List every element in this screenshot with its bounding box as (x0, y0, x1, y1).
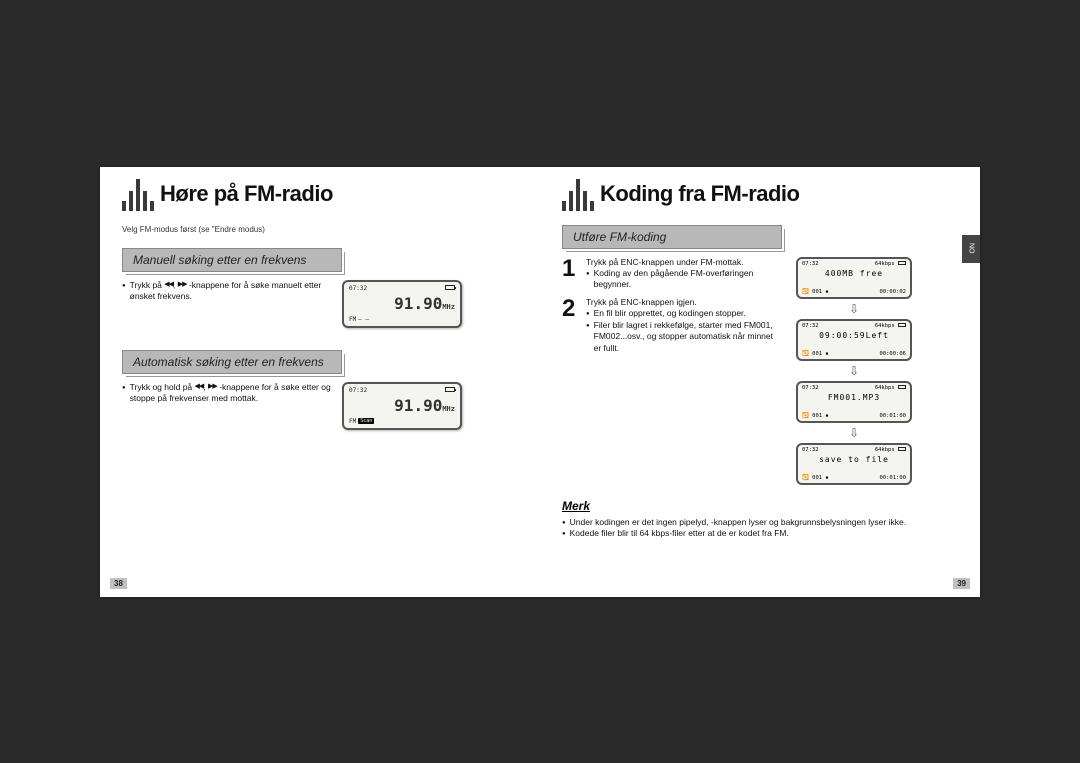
page-number-left: 38 (110, 578, 127, 589)
rewind-icon: ◀◀ (195, 382, 204, 392)
rewind-icon: ◀◀ (164, 280, 173, 290)
note-item-1: Under kodingen er det ingen pipelyd, -kn… (562, 517, 942, 529)
section-header-manual: Manuell søking etter en frekvens (122, 248, 342, 272)
section-manual-row: Trykk på ◀◀, ▶▶ -knappene for å søke man… (122, 280, 518, 328)
battery-icon (445, 387, 455, 392)
forward-icon: ▶▶ (208, 382, 217, 392)
manual-spread: Høre på FM-radio Velg FM-modus først (se… (100, 167, 980, 597)
intro-note: Velg FM-modus først (se "Endre modus) (122, 225, 518, 234)
page-title-left: Høre på FM-radio (160, 181, 333, 207)
lcd-manual: 07:32 91.90MHz FM — — (342, 280, 462, 328)
manual-text: Trykk på ◀◀, ▶▶ -knappene for å søke man… (122, 280, 332, 304)
page-title-right: Koding fra FM-radio (600, 181, 799, 207)
encoding-lcd: 07:3264kbps 09:00:59Left🔁 001 ▪00:00:06 (796, 319, 912, 361)
step-2: 2 Trykk på ENC-knappen igjen. En fil bli… (562, 297, 782, 354)
step1-sub: Koding av den pågående FM-overføringen b… (594, 268, 782, 291)
arrow-down-icon: ⇩ (849, 365, 859, 377)
step2-main: Trykk på ENC-knappen igjen. (586, 297, 782, 308)
encoding-lcd: 07:3264kbps FM001.MP3🔁 001 ▪00:01:00 (796, 381, 912, 423)
page-right: Koding fra FM-radio NO Utføre FM-koding … (540, 167, 980, 597)
battery-icon (445, 285, 455, 290)
auto-text: Trykk og hold på ◀◀, ▶▶ -knappene for å … (122, 382, 332, 406)
note-heading: Merk (562, 499, 958, 513)
encoding-lcd: 07:3264kbps save to file🔁 001 ▪00:01:00 (796, 443, 912, 485)
forward-icon: ▶▶ (178, 280, 187, 290)
page-left: Høre på FM-radio Velg FM-modus først (se… (100, 167, 540, 597)
arrow-down-icon: ⇩ (849, 303, 859, 315)
side-tab: NO (962, 235, 980, 263)
heading-left: Høre på FM-radio (122, 179, 518, 215)
heading-right: Koding fra FM-radio (562, 179, 958, 215)
page-number-right: 39 (953, 578, 970, 589)
step1-main: Trykk på ENC-knappen under FM-mottak. (586, 257, 782, 268)
step-1: 1 Trykk på ENC-knappen under FM-mottak. … (562, 257, 782, 291)
step-number: 2 (562, 297, 580, 354)
lcd-auto: 07:32 91.90MHz FM Scan (342, 382, 462, 430)
section-header-encode: Utføre FM-koding (562, 225, 782, 249)
arrow-down-icon: ⇩ (849, 427, 859, 439)
step2-sub1: En fil blir opprettet, og kodingen stopp… (594, 308, 746, 319)
encoding-lcd-stack: 07:3264kbps 400MB free🔁 001 ▪00:00:02 ⇩ 07… (796, 257, 912, 485)
encoding-lcd: 07:3264kbps 400MB free🔁 001 ▪00:00:02 (796, 257, 912, 299)
section-header-auto: Automatisk søking etter en frekvens (122, 350, 342, 374)
step2-sub2: Filer blir lagret i rekkefølge, starter … (594, 320, 782, 354)
note-item-2: Kodede filer blir til 64 kbps-filer ette… (562, 528, 942, 540)
step-number: 1 (562, 257, 580, 291)
section-auto-row: Trykk og hold på ◀◀, ▶▶ -knappene for å … (122, 382, 518, 430)
